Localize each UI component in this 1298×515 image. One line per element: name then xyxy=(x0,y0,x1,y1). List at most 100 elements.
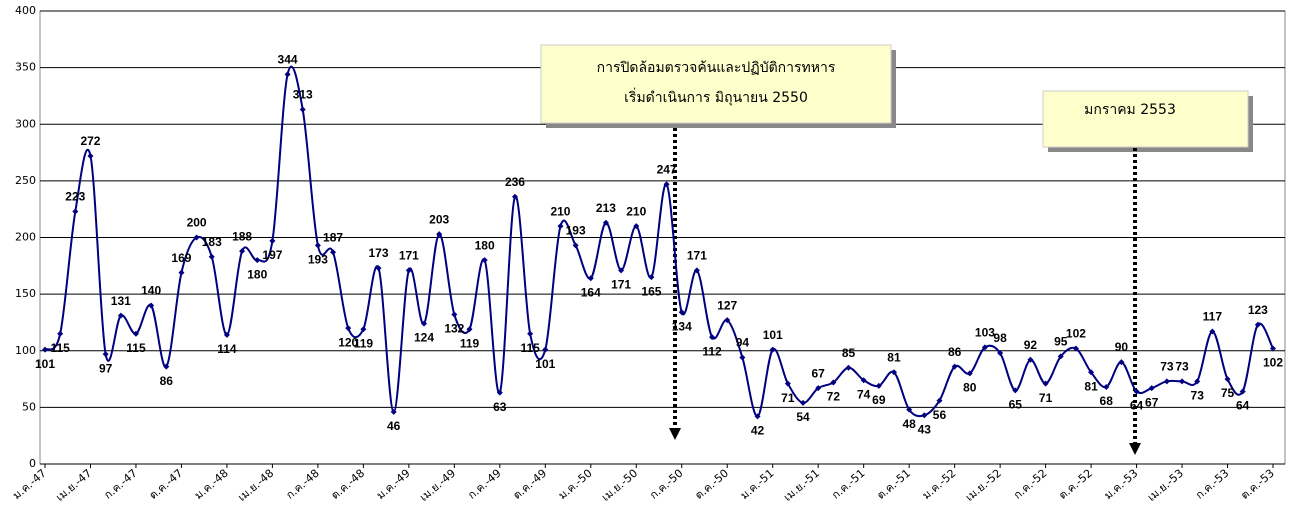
marker xyxy=(314,242,321,249)
data-label: 101 xyxy=(763,328,783,342)
data-label: 86 xyxy=(160,374,174,388)
data-label: 75 xyxy=(1221,386,1235,400)
marker xyxy=(1027,356,1034,363)
marker xyxy=(1103,383,1110,390)
marker xyxy=(663,181,670,188)
arrow-head xyxy=(1129,443,1141,455)
y-tick-label: 100 xyxy=(15,344,36,357)
marker xyxy=(1057,353,1064,360)
marker xyxy=(875,382,882,389)
data-label: 140 xyxy=(141,284,161,298)
marker xyxy=(890,369,897,376)
x-tick-label: ต.ค.-50 xyxy=(692,467,731,502)
data-label: 171 xyxy=(399,249,419,263)
data-label: 64 xyxy=(1236,399,1250,413)
marker xyxy=(299,106,306,113)
y-tick-label: 350 xyxy=(15,61,36,74)
x-tick-label: ม.ค.-48 xyxy=(192,467,231,502)
data-label: 115 xyxy=(50,341,70,355)
data-label: 81 xyxy=(887,350,901,364)
data-label: 180 xyxy=(247,267,267,281)
data-label: 180 xyxy=(475,238,495,252)
marker xyxy=(390,408,397,415)
marker xyxy=(557,223,564,230)
y-tick-label: 250 xyxy=(15,174,36,187)
annotation-text: เริ่มดำเนินการ มิถุนายน 2550 xyxy=(624,88,808,106)
marker xyxy=(284,71,291,78)
data-label: 173 xyxy=(369,246,389,260)
data-label: 164 xyxy=(581,285,601,299)
marker xyxy=(709,334,716,341)
marker xyxy=(511,193,518,200)
marker xyxy=(1133,388,1140,395)
marker xyxy=(1088,369,1095,376)
data-label: 80 xyxy=(963,381,977,395)
marker xyxy=(451,311,458,318)
x-tick-label: ก.ค.-53 xyxy=(1193,467,1231,502)
marker xyxy=(587,275,594,282)
data-label: 313 xyxy=(293,88,313,102)
marker xyxy=(1239,388,1246,395)
marker xyxy=(860,377,867,384)
marker xyxy=(815,385,822,392)
x-tick-label: ต.ค.-48 xyxy=(329,467,368,502)
marker xyxy=(42,346,48,353)
marker xyxy=(800,399,807,406)
data-label: 64 xyxy=(1130,399,1144,413)
data-label: 131 xyxy=(111,294,131,308)
data-label: 193 xyxy=(566,224,586,238)
data-label: 97 xyxy=(99,361,113,375)
marker xyxy=(1254,321,1261,328)
annotation-text: การปิดล้อมตรวจค้นและปฏิบัติการทหาร xyxy=(597,60,836,76)
marker xyxy=(375,265,382,272)
data-label: 115 xyxy=(520,341,540,355)
data-label: 223 xyxy=(65,190,85,204)
data-label: 67 xyxy=(1145,395,1159,409)
data-label: 127 xyxy=(717,298,737,312)
data-label: 187 xyxy=(323,230,343,244)
marker xyxy=(906,406,913,413)
marker xyxy=(481,257,488,264)
y-tick-label: 0 xyxy=(29,457,36,470)
x-tick-label: เม.ย.-49 xyxy=(417,467,458,504)
marker xyxy=(1118,359,1125,366)
marker xyxy=(1148,385,1155,392)
data-label: 69 xyxy=(872,393,886,407)
marker xyxy=(845,364,852,371)
x-tick-label: ม.ค.-50 xyxy=(556,467,595,502)
marker xyxy=(163,363,170,370)
data-label: 43 xyxy=(918,422,932,436)
data-label: 65 xyxy=(1009,398,1023,412)
marker xyxy=(1209,328,1216,335)
x-tick-label: ม.ค.-52 xyxy=(920,467,959,502)
marker xyxy=(330,249,337,256)
x-tick-label: เม.ย.-52 xyxy=(963,467,1004,504)
y-tick-label: 200 xyxy=(15,231,36,244)
data-label: 213 xyxy=(596,201,616,215)
data-label: 123 xyxy=(1248,303,1268,317)
x-tick-label: ม.ค.-53 xyxy=(1102,467,1141,502)
data-label: 247 xyxy=(657,162,677,176)
data-label: 73 xyxy=(1175,359,1189,373)
data-label: 193 xyxy=(308,253,328,267)
data-label: 102 xyxy=(1263,356,1283,370)
marker xyxy=(72,208,79,215)
data-label: 344 xyxy=(278,53,298,67)
data-label: 236 xyxy=(505,175,525,189)
data-label: 98 xyxy=(993,331,1007,345)
data-label: 90 xyxy=(1115,340,1129,354)
marker xyxy=(208,253,215,260)
marker xyxy=(148,302,155,309)
data-label: 200 xyxy=(187,216,207,230)
marker xyxy=(754,413,761,420)
marker xyxy=(254,257,261,264)
x-tick-label: เม.ย.-48 xyxy=(235,467,276,504)
marker xyxy=(951,363,958,370)
marker xyxy=(496,389,503,396)
marker xyxy=(648,274,655,281)
marker xyxy=(997,350,1004,357)
data-label: 67 xyxy=(812,366,826,380)
data-label: 95 xyxy=(1054,335,1068,349)
data-label: 46 xyxy=(387,419,401,433)
marker xyxy=(102,351,109,358)
